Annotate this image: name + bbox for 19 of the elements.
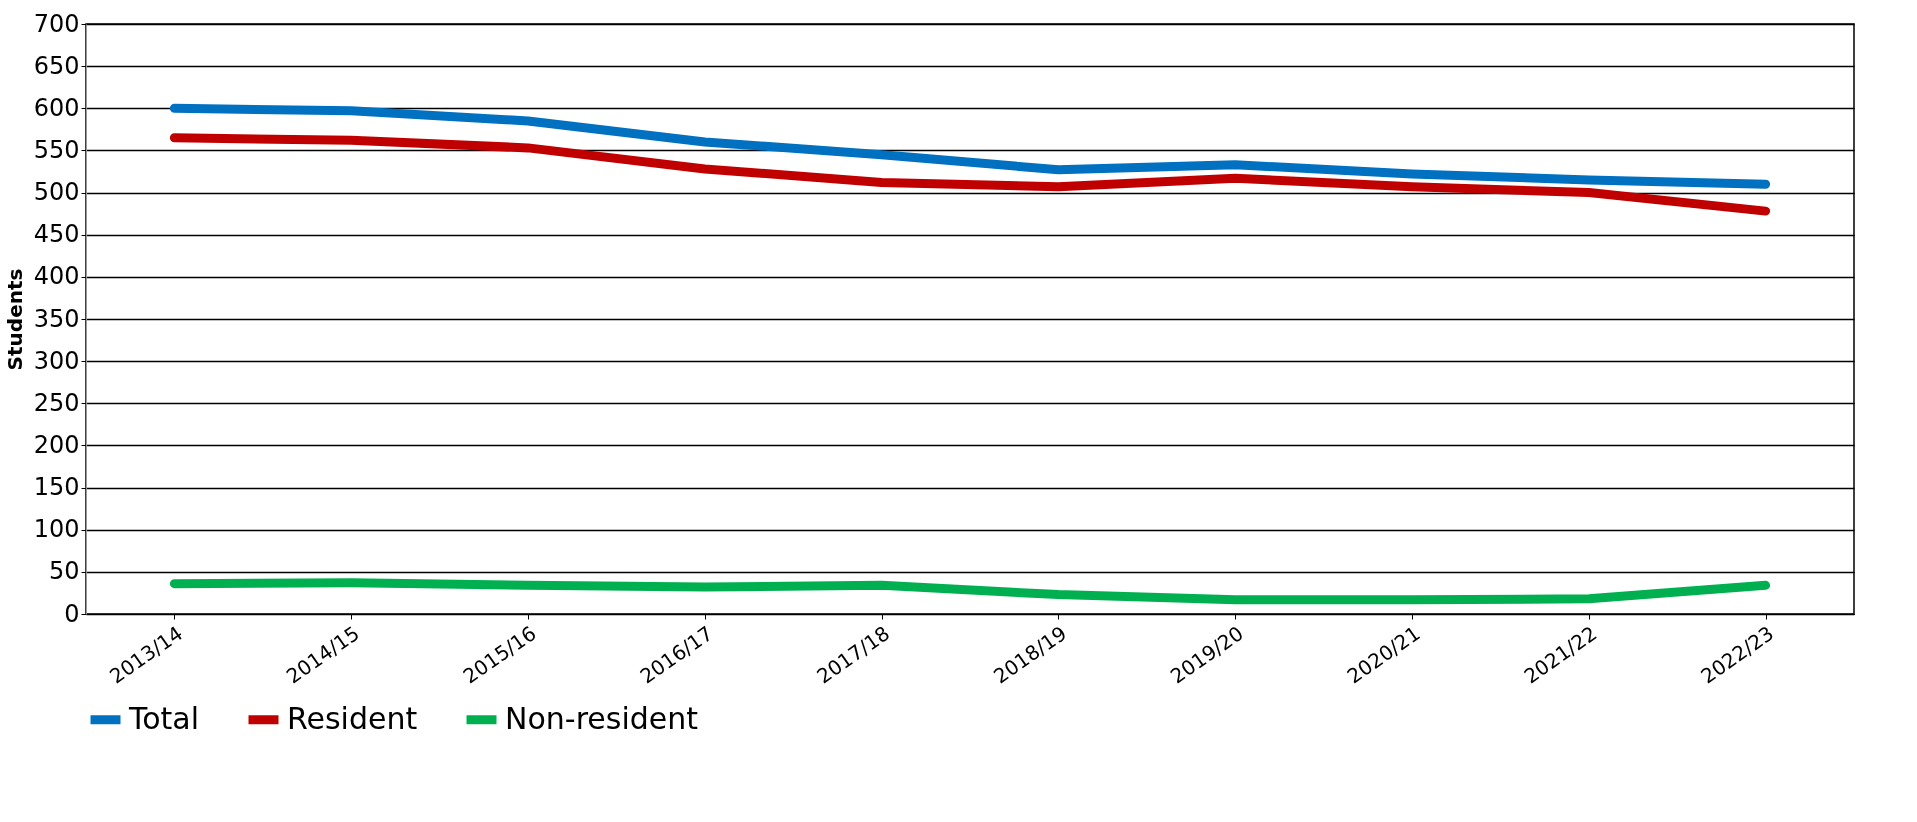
y-tick-label: 600 [33,93,80,122]
y-tick-label: 150 [33,473,80,502]
y-tick-label: 700 [33,9,80,38]
legend-label: Total [128,700,200,736]
y-tick-label: 500 [33,178,80,207]
y-tick-label: 250 [33,388,80,417]
y-tick-label: 550 [33,135,80,164]
legend-label: Resident [287,700,418,736]
y-tick-label: 350 [33,304,80,333]
y-tick-label: 300 [33,346,80,375]
legend-label: Non-resident [505,700,699,736]
y-tick-label: 50 [48,557,80,586]
y-axis-title: Students [2,268,27,371]
y-tick-label: 650 [33,51,80,80]
y-tick-label: 100 [33,515,80,544]
y-tick-label: 400 [33,262,80,291]
y-tick-label: 450 [33,220,80,249]
y-tick-label: 200 [33,430,80,459]
y-tick-label: 0 [64,599,80,628]
